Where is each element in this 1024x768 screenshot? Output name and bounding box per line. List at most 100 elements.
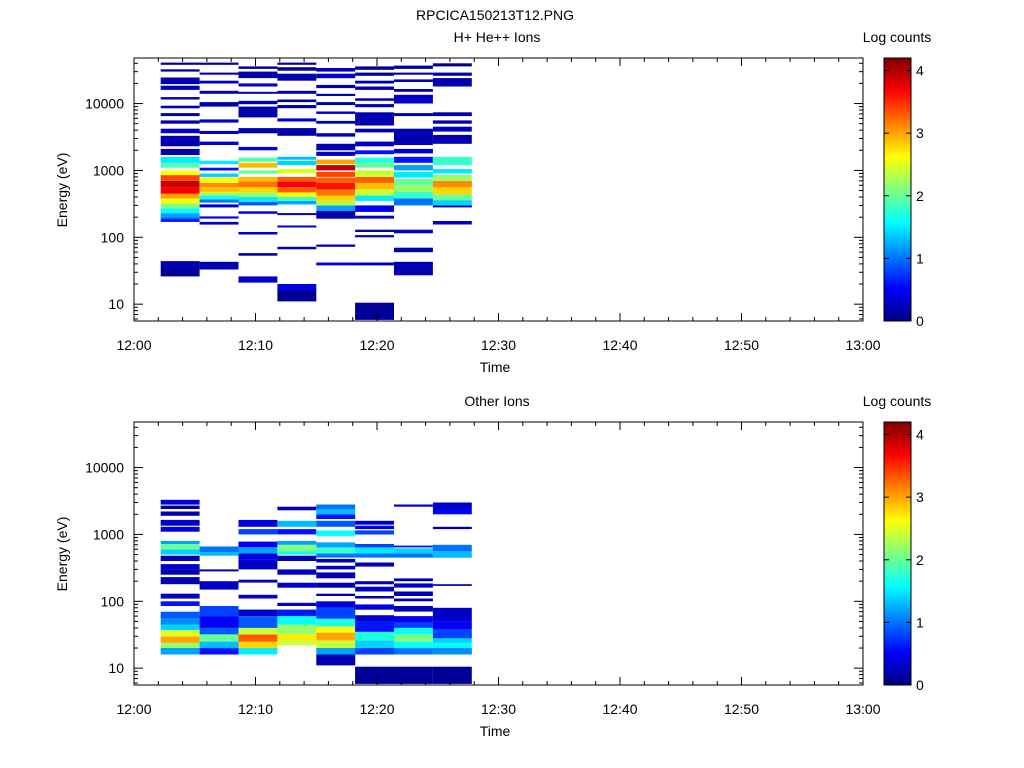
heatmap-cell <box>316 182 356 190</box>
heatmap-cell <box>160 618 200 625</box>
heatmap-cell <box>160 549 200 555</box>
heatmap-cell <box>432 638 472 643</box>
heatmap-cell <box>394 72 433 75</box>
heatmap-cell <box>355 170 394 177</box>
heatmap-cell <box>394 148 433 154</box>
heatmap-cell <box>160 208 200 214</box>
colorbar-gradient <box>883 421 912 686</box>
heatmap-cell <box>238 529 278 535</box>
heatmap-cell <box>316 509 356 515</box>
x-tick-label: 12:10 <box>238 701 273 717</box>
heatmap-cell <box>394 598 433 602</box>
heatmap-cell <box>160 77 200 85</box>
heatmap-cell <box>277 67 317 71</box>
heatmap-cell <box>238 181 278 188</box>
heatmap-cell <box>199 641 239 649</box>
heatmap-cell <box>316 654 356 666</box>
heatmap-cell <box>238 211 278 214</box>
heatmap-cell <box>160 577 200 585</box>
heatmap-cell <box>199 80 239 84</box>
x-tick-label: 12:30 <box>481 701 516 717</box>
heatmap-cell <box>199 581 239 590</box>
heatmap-cell <box>199 648 239 655</box>
heatmap-cell <box>160 519 200 526</box>
heatmap-cell <box>199 102 239 107</box>
heatmap-cell <box>432 526 472 530</box>
heatmap-cell <box>160 544 200 550</box>
heatmap-cell <box>199 204 239 208</box>
heatmap-cell <box>199 119 239 123</box>
heatmap-cell <box>316 143 356 151</box>
heatmap-cell <box>238 197 278 202</box>
y-axis-label: Energy (eV) <box>54 517 70 592</box>
heatmap-cell <box>199 606 239 617</box>
heatmap-cell <box>277 634 317 641</box>
heatmap-cell <box>277 197 317 201</box>
heatmap-cell <box>355 141 394 147</box>
heatmap-cell <box>160 511 200 516</box>
heatmap-cell <box>277 213 317 216</box>
heatmap-cell <box>316 504 356 509</box>
x-tick-label: 12:40 <box>602 701 637 717</box>
heatmap-cell <box>394 648 433 655</box>
colorbar-tick-label: 0 <box>916 313 924 329</box>
heatmap-cell <box>160 505 200 509</box>
colorbar-tick-label: 2 <box>916 552 924 568</box>
colorbar: 0 1 2 3 4 <box>883 57 924 329</box>
heatmap-cell <box>199 546 239 553</box>
x-axis-label: Time <box>480 359 511 375</box>
heatmap-cell <box>277 90 317 94</box>
heatmap-cell <box>394 229 433 234</box>
heatmap-cell <box>238 641 278 649</box>
heatmap-cell <box>316 558 356 563</box>
heatmap-cell <box>355 615 394 622</box>
heatmap-cell <box>199 62 239 65</box>
axis-ticks: 12:00 12:10 12:20 12:30 12:40 12:50 13:00 10 100… <box>85 422 881 717</box>
heatmap-cell <box>238 128 278 134</box>
heatmap-cell <box>160 624 200 631</box>
heatmap-cell <box>238 106 278 118</box>
heatmap-cell <box>316 111 356 114</box>
colorbar-gradient <box>883 57 912 322</box>
heatmap-cell <box>316 565 356 570</box>
heatmap-cell <box>355 544 394 548</box>
x-tick-label: 12:00 <box>116 701 151 717</box>
heatmap-cell <box>316 572 356 579</box>
heatmap-cell <box>277 555 317 561</box>
heatmap-cell <box>432 72 472 76</box>
heatmap-cell <box>432 509 472 515</box>
heatmap-cell <box>316 165 356 171</box>
heatmap-cell <box>160 611 200 619</box>
heatmap-cell <box>432 63 472 67</box>
heatmap-cell <box>355 530 394 535</box>
heatmap-cell <box>355 205 394 212</box>
heatmap-cell <box>277 128 317 136</box>
heatmap-cell <box>355 86 394 90</box>
heatmap-cell <box>238 253 278 256</box>
heatmap-cell <box>160 187 200 194</box>
y-tick-label: 100 <box>101 229 125 245</box>
colorbar-tick-label: 3 <box>916 125 924 141</box>
x-tick-label: 12:00 <box>116 337 151 353</box>
heatmap-cell <box>199 552 239 556</box>
heatmap-cell <box>355 229 394 232</box>
colorbar-label: Log counts <box>863 29 932 45</box>
heatmap-cell <box>316 553 356 558</box>
heatmap-cell <box>355 128 394 133</box>
heatmap-cell <box>355 195 394 201</box>
heatmap-cell <box>238 83 278 87</box>
heatmap-cell <box>316 205 356 211</box>
heatmap-cell <box>238 71 278 79</box>
heatmap-cell <box>355 182 394 190</box>
heatmap-cell <box>160 648 200 655</box>
heatmap-cell <box>316 84 356 89</box>
heatmap-cell <box>199 187 239 192</box>
heatmap-cell <box>432 629 472 639</box>
heatmap-cell <box>355 112 394 126</box>
heatmap-cell <box>238 170 278 174</box>
heatmap-cell <box>432 120 472 124</box>
heatmap-cell <box>277 200 317 205</box>
heatmap-cell <box>316 68 356 72</box>
heatmap-cell <box>277 187 317 193</box>
